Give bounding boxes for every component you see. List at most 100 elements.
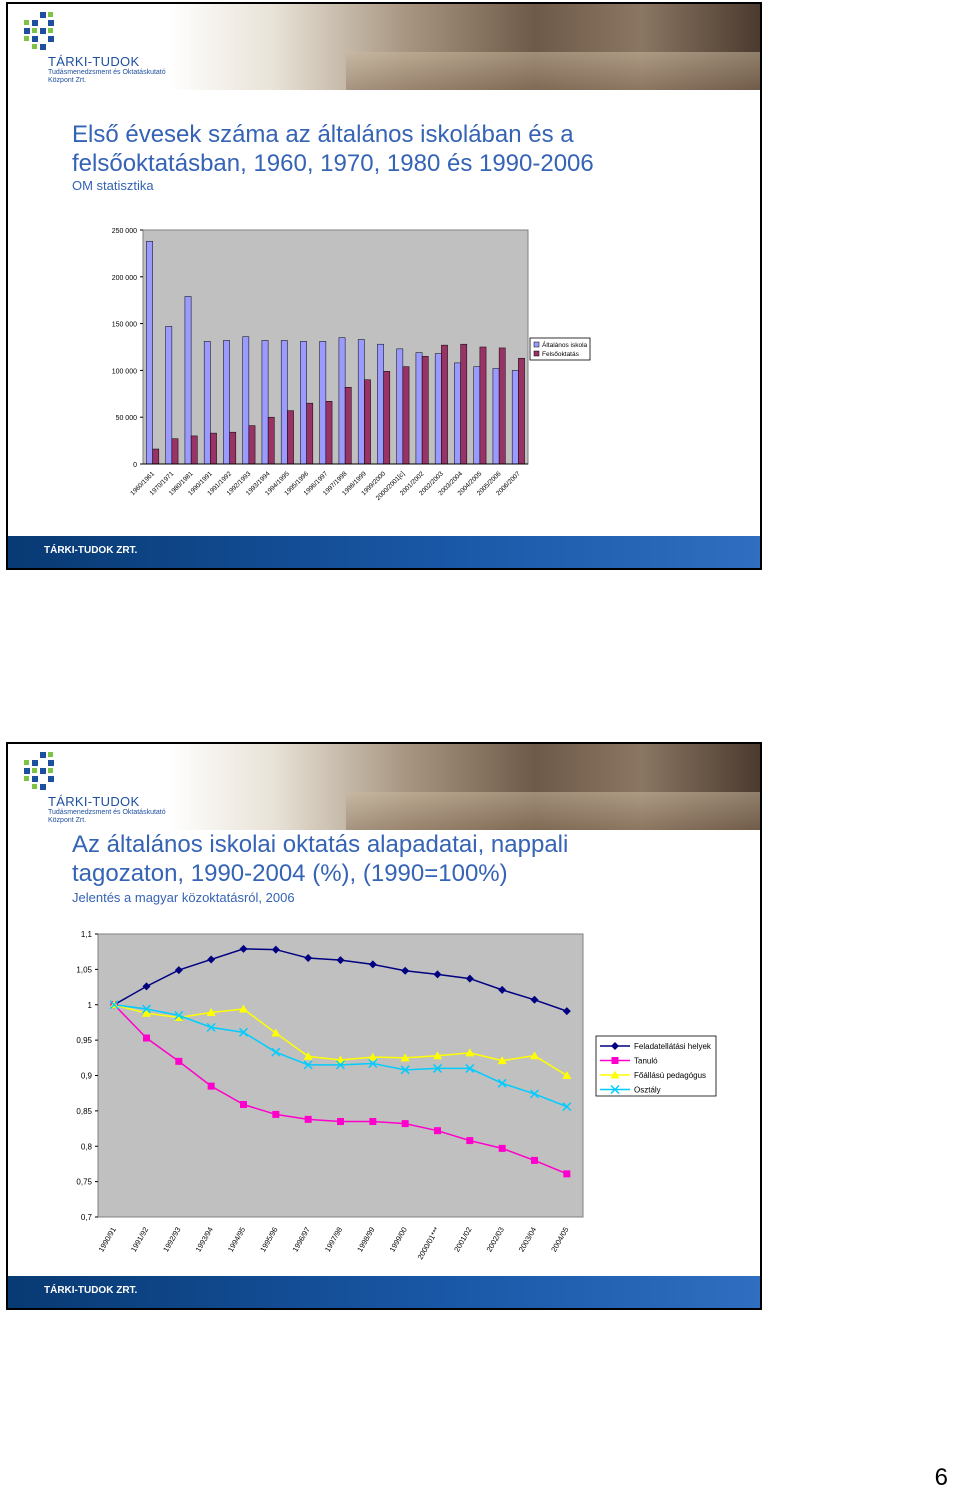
bar-altalanos [357, 339, 365, 465]
x-tick-label: 1998/99 [355, 1226, 376, 1254]
marker-diamond [174, 966, 183, 975]
bar-felsooktatas [171, 438, 179, 465]
marker-square [531, 1156, 538, 1164]
line-chart: 0,7 0,75 0,8 0,85 0,9 0,95 1 1,05 1,1 1990/91 1991… [76, 930, 717, 1261]
bar-altalanos [242, 336, 250, 465]
bar-altalanos [300, 341, 307, 465]
marker-square [207, 1082, 215, 1090]
footer-text: TÁRKI-TUDOK ZRT. [44, 1285, 138, 1296]
bar-altalanos [377, 343, 384, 465]
marker-x-stroke [368, 1058, 378, 1069]
bar-altalanos [511, 370, 519, 465]
marker-x [141, 1004, 152, 1014]
x-tick-label: 2003/04 [517, 1226, 538, 1254]
marker-x-stroke [109, 1000, 119, 1010]
bar-felsooktatas [383, 371, 391, 465]
marker-x [174, 1010, 184, 1020]
x-tick-label: 1991/92 [129, 1226, 150, 1254]
bar-altalanos [415, 352, 423, 465]
plot-area [97, 933, 584, 1218]
marker-x-stroke [206, 1022, 216, 1032]
marker-triangle [368, 1052, 378, 1061]
bar-altalanos [434, 353, 442, 465]
brand-name: TÁRKI-TUDOK [48, 54, 140, 69]
marker-x-stroke [271, 1047, 281, 1057]
bar-felsooktatas [229, 431, 237, 465]
marker-diamond [368, 960, 377, 969]
slide-banner: TÁRKI-TUDOK Tudásmenedzsment és Oktatásk… [8, 4, 760, 90]
y-tick-label: 1 [88, 1001, 93, 1010]
marker-diamond [465, 974, 474, 983]
marker-triangle [239, 1004, 248, 1013]
classroom-photo [168, 4, 760, 90]
legend-swatch [533, 341, 540, 348]
bar-felsooktatas [518, 357, 525, 465]
bar-felsooktatas [248, 425, 256, 465]
marker-diamond [611, 1042, 619, 1050]
marker-x [610, 1084, 620, 1095]
bar-altalanos [165, 326, 173, 465]
y-tick-label: 0,95 [76, 1036, 92, 1045]
marker-x-stroke [238, 1027, 249, 1037]
marker-x [271, 1047, 281, 1057]
x-tick-label: 1994/95 [226, 1226, 247, 1254]
marker-triangle [497, 1056, 507, 1065]
bar-felsooktatas [287, 410, 294, 465]
bar-altalanos [203, 341, 211, 465]
marker-x [529, 1089, 540, 1099]
marker-diamond [562, 1007, 571, 1016]
slide-title: Az általános iskolai oktatás alapadatai,… [72, 831, 569, 887]
marker-x [400, 1065, 410, 1075]
bar-felsooktatas [364, 379, 371, 465]
marker-diamond [401, 966, 410, 975]
x-tick-label: 1997/98 [323, 1226, 344, 1254]
bar-felsooktatas [498, 347, 506, 465]
marker-x [335, 1060, 346, 1070]
plot-area [142, 229, 529, 465]
y-tick-label: 1,05 [76, 965, 92, 974]
marker-square [369, 1117, 377, 1125]
classroom-photo [168, 744, 760, 830]
bar-altalanos [319, 341, 327, 465]
slide-subtitle: Jelentés a magyar közoktatásról, 2006 [72, 890, 295, 905]
y-tick-label: 0 [133, 462, 137, 469]
bar-felsooktatas [344, 386, 352, 465]
x-tick-label: 2001/02 [452, 1226, 473, 1254]
marker-x [562, 1102, 572, 1112]
tarki-logo-icon [24, 752, 54, 790]
marker-x-stroke [529, 1089, 540, 1099]
bar-felsooktatas [460, 343, 468, 465]
marker-triangle [336, 1055, 345, 1064]
y-tick-label: 0,9 [81, 1072, 93, 1081]
x-tick-label: 1990/91 [97, 1226, 118, 1254]
slide-subtitle: OM statisztika [72, 178, 154, 193]
x-tick-label: 2000/01*** [416, 1225, 442, 1261]
y-tick-label: 0,7 [81, 1213, 93, 1222]
bar-altalanos [473, 366, 481, 465]
y-tick-label: 50 000 [116, 415, 138, 422]
logo-text: TÁRKI-TUDOK Tudásmenedzsment és Oktatásk… [48, 794, 166, 825]
marker-x-stroke [335, 1060, 346, 1070]
marker-x-stroke [465, 1063, 475, 1073]
x-tick-label: 2002/03 [485, 1226, 506, 1254]
logo-text: TÁRKI-TUDOK Tudásmenedzsment és Oktatásk… [48, 54, 166, 85]
y-tick-label: 0,75 [76, 1178, 92, 1187]
y-tick-label: 150 000 [112, 322, 137, 329]
bar-altalanos [492, 368, 500, 465]
marker-square [563, 1170, 571, 1178]
marker-triangle [562, 1071, 572, 1079]
bar-altalanos [338, 337, 346, 465]
bar-altalanos [261, 340, 269, 465]
marker-x-stroke [141, 1004, 152, 1014]
bar-felsooktatas [479, 346, 487, 465]
marker-square [304, 1115, 312, 1123]
marker-x [465, 1063, 475, 1073]
slide-title: Első évesek száma az általános iskolában… [72, 121, 594, 177]
slide-2: TÁRKI-TUDOK Tudásmenedzsment és Oktatásk… [6, 742, 762, 1310]
marker-x [206, 1022, 216, 1032]
legend-label: Főállású pedagógus [634, 1071, 706, 1080]
legend-label: Tanuló [634, 1057, 658, 1066]
brand-sub1: Tudásmenedzsment és Oktatáskutató [48, 809, 166, 816]
slide-footer: TÁRKI-TUDOK ZRT. [8, 536, 760, 568]
marker-diamond [207, 955, 216, 964]
